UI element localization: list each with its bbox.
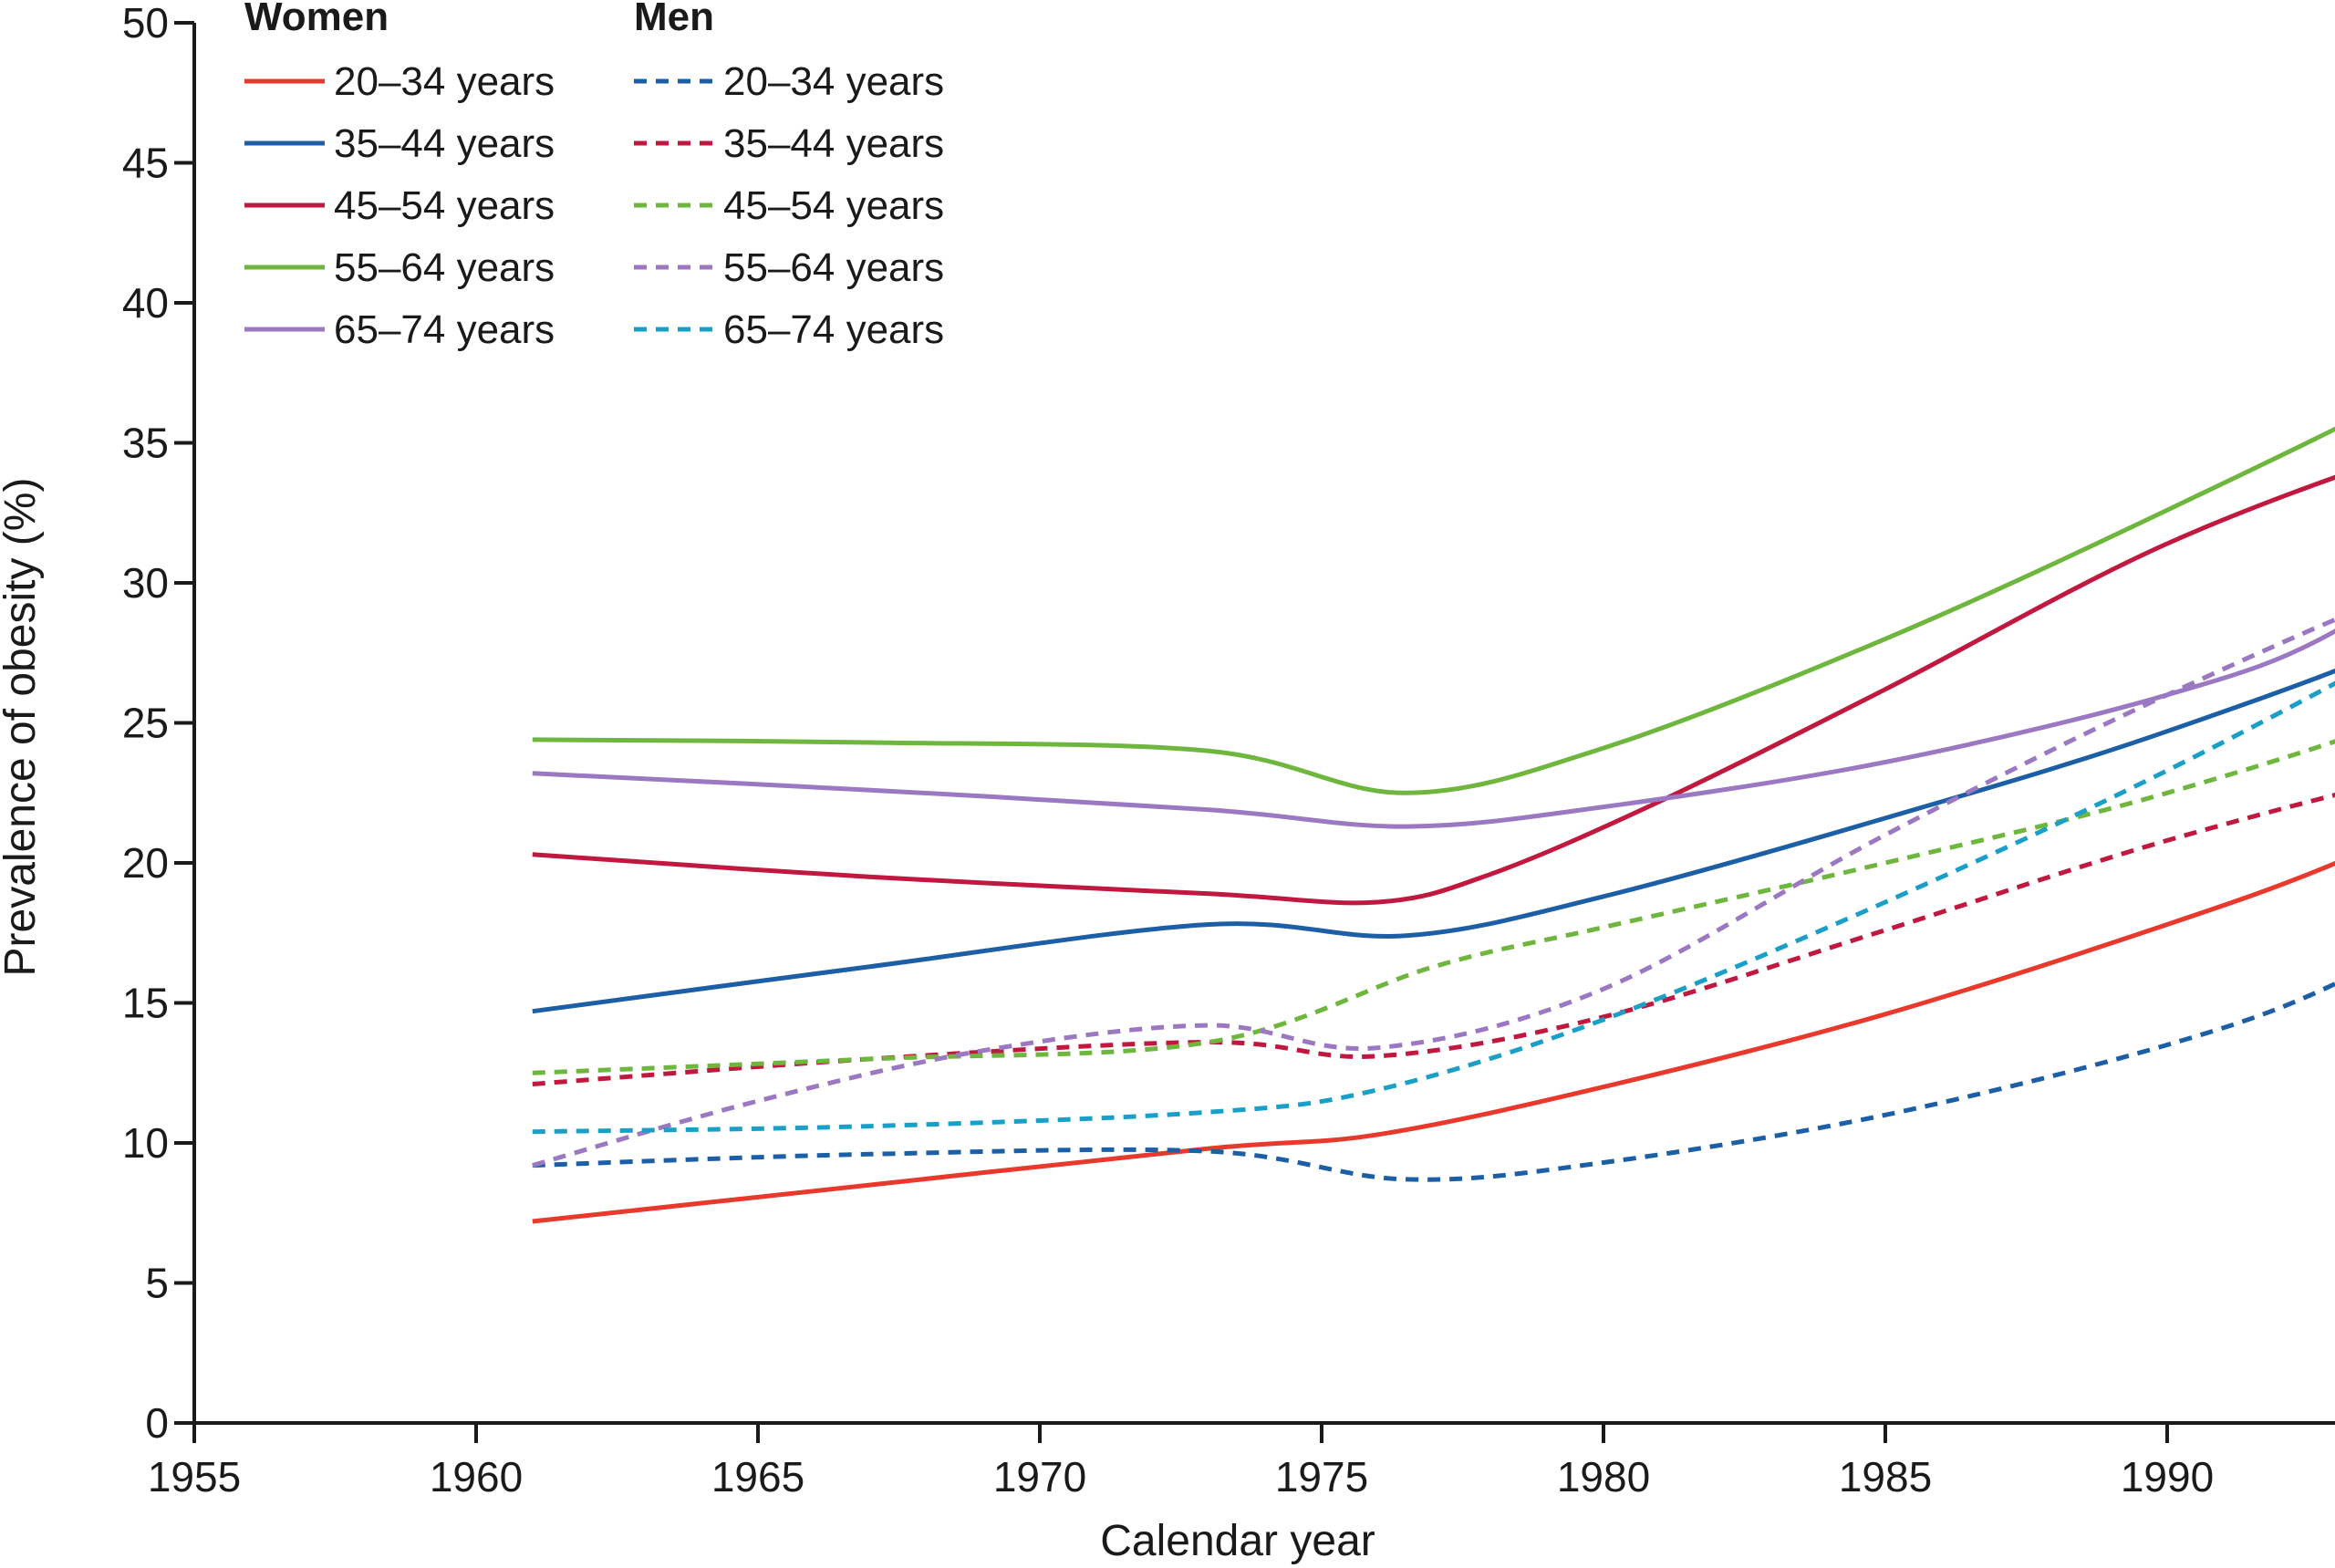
y-tick-label: 10 <box>122 1119 169 1167</box>
series-line-men-35-44-years <box>532 793 2335 1086</box>
series-line-men-45-54-years <box>532 739 2335 1075</box>
legend-label: 20–34 years <box>723 59 944 104</box>
legend-label: 45–54 years <box>334 183 555 228</box>
x-tick-label: 1955 <box>148 1453 241 1501</box>
x-tick-label: 1975 <box>1275 1453 1368 1501</box>
y-tick-label: 50 <box>122 0 169 47</box>
y-tick-label: 5 <box>145 1260 169 1307</box>
series-line-women-55-64-years <box>532 426 2335 795</box>
legend-title-women: Women <box>244 0 389 39</box>
legend-label: 20–34 years <box>334 59 555 104</box>
series-line-women-45-54-years <box>532 474 2335 906</box>
legend-label: 35–44 years <box>723 121 944 166</box>
series-line-women-20-34-years <box>532 860 2335 1224</box>
y-tick-label: 40 <box>122 279 169 327</box>
y-tick-label: 25 <box>122 700 169 747</box>
legend-label: 55–64 years <box>334 245 555 290</box>
y-tick-label: 35 <box>122 420 169 467</box>
y-tick-label: 30 <box>122 559 169 607</box>
legend-label: 55–64 years <box>723 245 944 290</box>
series-line-men-20-34-years <box>532 981 2335 1182</box>
series-line-men-55-64-years <box>532 617 2335 1168</box>
series-line-men-65-74-years <box>532 680 2335 1135</box>
legend-title-men: Men <box>634 0 714 39</box>
legend-label: 35–44 years <box>334 121 555 166</box>
x-tick-label: 1990 <box>2121 1453 2214 1501</box>
legend-label: 65–74 years <box>334 307 555 352</box>
x-tick-label: 1965 <box>711 1453 804 1501</box>
series-line-women-35-44-years <box>532 668 2335 1014</box>
y-tick-label: 45 <box>122 140 169 187</box>
y-tick-label: 0 <box>145 1399 169 1447</box>
series-line-women-65-74-years <box>532 628 2335 829</box>
y-tick-label: 15 <box>122 980 169 1027</box>
legend-label: 45–54 years <box>723 183 944 228</box>
y-tick-label: 20 <box>122 839 169 887</box>
x-tick-label: 1960 <box>430 1453 523 1501</box>
x-tick-label: 1970 <box>993 1453 1086 1501</box>
legend: Women 20–34 years 35–44 years 45–54 years 55… <box>244 0 944 352</box>
legend-label: 65–74 years <box>723 307 944 352</box>
x-tick-label: 1985 <box>1839 1453 1932 1501</box>
y-axis-label: Prevalence of obesity (%) <box>0 478 45 977</box>
x-axis-label: Calendar year <box>1100 1517 1375 1565</box>
series-layer <box>532 426 2335 1224</box>
chart-axes: 0 5 10 15 20 25 30 35 40 45 50 1955 1960 1965 1970 1975… <box>122 0 2335 1501</box>
x-tick-label: 1980 <box>1557 1453 1650 1501</box>
